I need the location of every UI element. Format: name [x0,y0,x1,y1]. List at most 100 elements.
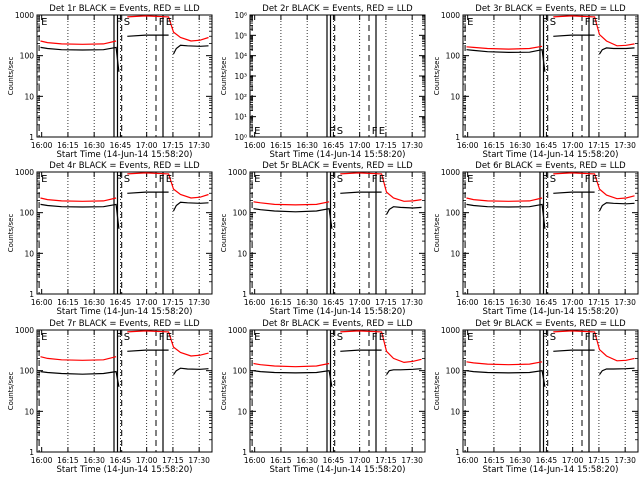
event-marker: F [329,332,335,343]
y-tick-label: 10⁴ [234,52,247,61]
x-tick-label: 17:30 [614,141,636,150]
x-tick-label: 17:00 [349,298,371,307]
panel-3: 16:00 16:15 16:30 16:45 17:00 17:15 17:30 1 10 10… [433,4,639,160]
x-tick-label: 16:00 [244,141,266,150]
x-axis-label: Start Time (14-Jun-14 15:58:20) [270,307,406,317]
x-tick-label: 16:30 [296,456,318,465]
events-series-line [253,370,333,387]
x-tick-label: 17:30 [614,298,636,307]
events-series-line [386,368,422,375]
event-marker: E [592,17,598,28]
x-tick-label: 16:45 [323,141,345,150]
events-series-line [40,46,120,72]
event-marker: S [337,126,343,137]
panel-title: Det 2r BLACK = Events, RED = LLD [262,4,413,14]
x-tick-label: 16:30 [296,141,318,150]
x-axis-label: Start Time (14-Jun-14 15:58:20) [270,465,406,475]
events-series-line [127,349,169,352]
event-marker: E [41,174,47,185]
event-marker: F [159,332,165,343]
x-tick-label: 17:15 [588,141,610,150]
x-tick-label: 16:15 [483,456,505,465]
panel-title: Det 8r BLACK = Events, RED = LLD [262,319,413,329]
x-tick-label: 17:00 [136,298,158,307]
lld-series-line [127,172,209,199]
events-series-line [599,367,635,375]
event-marker: F [372,126,378,137]
y-tick-label: 100 [233,367,248,376]
x-tick-label: 16:15 [483,141,505,150]
x-tick-label: 17:30 [401,456,423,465]
event-marker: F [585,17,591,28]
x-tick-label: 16:30 [83,456,105,465]
x-tick-label: 17:00 [562,298,584,307]
lld-series-line [127,330,209,357]
event-marker: F [116,332,122,343]
x-axis-label: Start Time (14-Jun-14 15:58:20) [57,465,193,475]
x-tick-label: 17:30 [188,456,210,465]
lld-series-line [340,172,422,202]
plot-frame [462,171,639,295]
y-tick-label: 10 [24,249,34,258]
x-axis-label: Start Time (14-Jun-14 15:58:20) [270,150,406,160]
event-marker: E [254,332,260,343]
events-series-line [172,44,209,55]
event-marker: E [379,174,385,185]
lld-series-line [466,361,543,366]
x-tick-label: 16:30 [509,456,531,465]
x-tick-label: 17:30 [614,456,636,465]
panel-title: Det 9r BLACK = Events, RED = LLD [475,319,626,329]
x-tick-label: 17:30 [188,141,210,150]
events-series-line [253,207,333,229]
events-series-line [127,191,169,194]
y-tick-label: 1 [29,290,34,299]
y-axis-label: Counts/sec [433,372,441,411]
panel-8: 16:00 16:15 16:30 16:45 17:00 17:15 17:30 1 10 10… [220,319,426,475]
y-tick-label: 1000 [441,168,460,177]
panel-title: Det 4r BLACK = Events, RED = LLD [49,161,200,171]
lld-series-line [253,201,330,206]
x-tick-label: 17:30 [188,298,210,307]
x-tick-label: 16:00 [457,141,479,150]
y-tick-label: 100 [446,209,461,218]
lld-series-line [553,330,635,362]
event-marker: E [467,17,473,28]
lld-series-line [553,172,635,200]
y-tick-label: 100 [20,209,35,218]
y-axis-label: Counts/sec [433,214,441,253]
events-series-line [40,370,120,387]
y-tick-label: 10 [24,92,34,101]
event-marker: F [159,17,165,28]
x-tick-label: 17:30 [401,298,423,307]
x-tick-label: 17:15 [162,456,184,465]
x-tick-label: 16:30 [83,141,105,150]
events-series-line [553,349,595,352]
panel-4: 16:00 16:15 16:30 16:45 17:00 17:15 17:30 1 10 10… [7,161,213,317]
events-series-line [385,206,422,215]
panel-title: Det 1r BLACK = Events, RED = LLD [49,4,200,14]
event-marker: S [124,17,130,28]
event-marker: E [254,126,260,137]
y-tick-label: 100 [446,367,461,376]
x-tick-label: 17:15 [588,456,610,465]
y-tick-label: 1000 [15,326,34,335]
x-tick-label: 17:00 [562,456,584,465]
x-tick-label: 16:45 [110,456,132,465]
panel-title: Det 3r BLACK = Events, RED = LLD [475,4,626,14]
events-series-line [340,349,382,352]
event-marker: E [254,174,260,185]
event-marker: F [329,126,335,137]
y-axis-label: Counts/sec [220,372,228,411]
panel-9: 16:00 16:15 16:30 16:45 17:00 17:15 17:30 1 10 10… [433,319,639,475]
series-group [253,330,422,387]
x-tick-label: 17:00 [136,456,158,465]
plot-frame [249,171,426,295]
events-series-line [553,191,595,194]
event-marker: E [592,332,598,343]
event-marker: S [124,174,130,185]
event-marker: F [372,332,378,343]
series-group [466,15,635,72]
event-marker: E [379,126,385,137]
event-marker: F [585,332,591,343]
events-series-line [40,203,120,229]
